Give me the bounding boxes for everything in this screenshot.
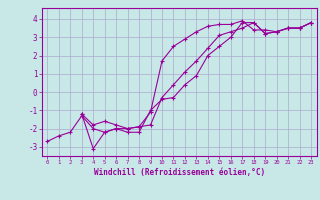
- X-axis label: Windchill (Refroidissement éolien,°C): Windchill (Refroidissement éolien,°C): [94, 168, 265, 177]
